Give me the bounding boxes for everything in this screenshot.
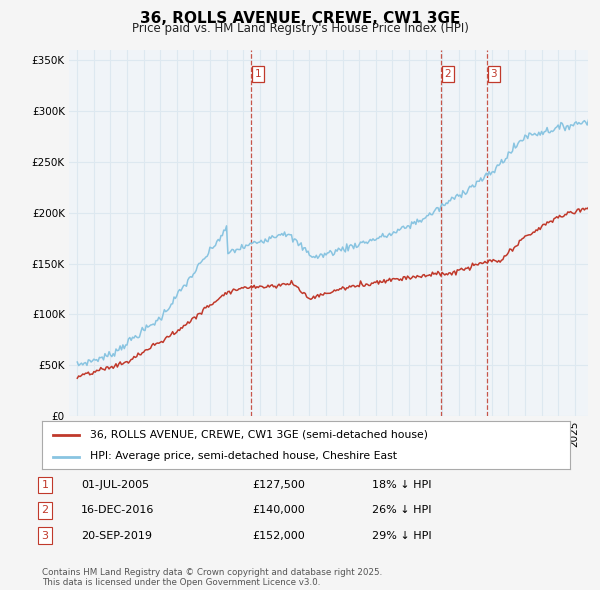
Text: 16-DEC-2016: 16-DEC-2016 — [81, 506, 154, 515]
Text: Price paid vs. HM Land Registry's House Price Index (HPI): Price paid vs. HM Land Registry's House … — [131, 22, 469, 35]
Text: 01-JUL-2005: 01-JUL-2005 — [81, 480, 149, 490]
Text: 18% ↓ HPI: 18% ↓ HPI — [372, 480, 431, 490]
Text: £140,000: £140,000 — [252, 506, 305, 515]
Text: 36, ROLLS AVENUE, CREWE, CW1 3GE (semi-detached house): 36, ROLLS AVENUE, CREWE, CW1 3GE (semi-d… — [89, 429, 428, 439]
Text: £152,000: £152,000 — [252, 531, 305, 540]
Text: 29% ↓ HPI: 29% ↓ HPI — [372, 531, 431, 540]
Text: 3: 3 — [491, 69, 497, 79]
Text: Contains HM Land Registry data © Crown copyright and database right 2025.
This d: Contains HM Land Registry data © Crown c… — [42, 568, 382, 587]
Text: 3: 3 — [41, 531, 49, 540]
Text: £127,500: £127,500 — [252, 480, 305, 490]
Text: 20-SEP-2019: 20-SEP-2019 — [81, 531, 152, 540]
Text: 2: 2 — [41, 506, 49, 515]
Text: 26% ↓ HPI: 26% ↓ HPI — [372, 506, 431, 515]
Text: 1: 1 — [255, 69, 262, 79]
Text: 36, ROLLS AVENUE, CREWE, CW1 3GE: 36, ROLLS AVENUE, CREWE, CW1 3GE — [140, 11, 460, 25]
Text: 1: 1 — [41, 480, 49, 490]
Text: HPI: Average price, semi-detached house, Cheshire East: HPI: Average price, semi-detached house,… — [89, 451, 397, 461]
Text: 2: 2 — [445, 69, 451, 79]
